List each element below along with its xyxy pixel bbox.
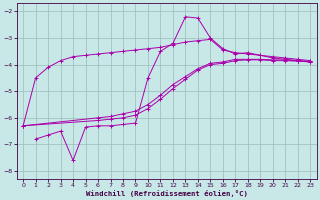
X-axis label: Windchill (Refroidissement éolien,°C): Windchill (Refroidissement éolien,°C) [86, 190, 248, 197]
